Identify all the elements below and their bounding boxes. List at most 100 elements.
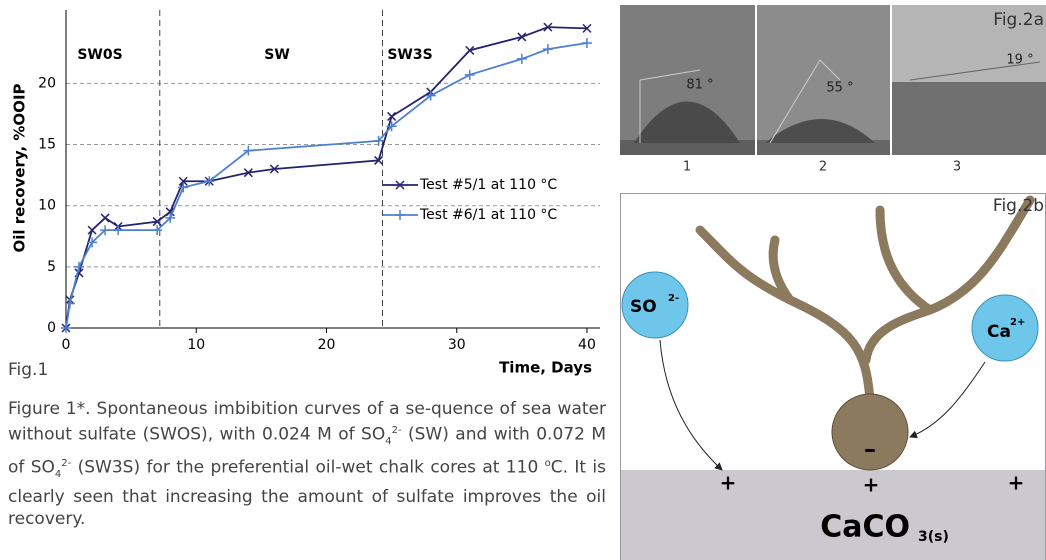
- legend-label: Test #6/1 at 110 °C: [419, 207, 557, 223]
- marker: [269, 164, 279, 174]
- fig-label: Fig.1: [8, 360, 48, 380]
- marker: [100, 213, 110, 223]
- marker: [386, 121, 397, 132]
- angle-line: [639, 69, 701, 143]
- marker: [516, 53, 527, 64]
- substrate: [892, 82, 1046, 155]
- fig-label: Fig.2b: [993, 196, 1044, 216]
- ion-charge: 2+: [1010, 317, 1025, 328]
- droplet: [765, 119, 875, 143]
- fig2a: Fig.2a 81 ° 55 ° 19 ° 1 2 3: [620, 5, 1046, 175]
- caption: Figure 1*. Spontaneous imbibition curves…: [8, 398, 606, 530]
- marker: [464, 69, 475, 80]
- marker: [165, 212, 176, 223]
- droplet: [634, 101, 740, 143]
- angle-label: 55 °: [826, 81, 853, 96]
- fig-label: Fig.2a: [993, 10, 1044, 30]
- mineral-surface: [621, 470, 1045, 560]
- x-tick-label: 10: [187, 337, 205, 353]
- y-axis-label: Oil recovery, %OOIP: [11, 83, 29, 252]
- substrate: [620, 140, 755, 155]
- marker: [517, 32, 527, 42]
- marker: [152, 217, 162, 227]
- marker: [64, 298, 75, 309]
- phase-label: SW: [264, 47, 290, 63]
- ion-charge: 2-: [668, 293, 679, 304]
- marker: [87, 237, 98, 248]
- marker: [113, 225, 124, 236]
- charge: +: [1008, 471, 1025, 495]
- arrow: [909, 361, 986, 439]
- root: [695, 195, 1035, 405]
- caption-text: (SW3S) for the preferential oil-wet chal…: [71, 457, 545, 478]
- caption-sup: 2-: [61, 458, 72, 470]
- caption-sub: 4: [54, 469, 62, 481]
- oil-droplet: [831, 393, 909, 471]
- angle-label: 81 °: [686, 78, 713, 93]
- arrow: [659, 339, 723, 471]
- marker: [374, 155, 384, 165]
- x-tick-label: 0: [62, 337, 71, 353]
- marker: [395, 210, 405, 220]
- marker: [373, 135, 384, 146]
- sulfate-ion: [621, 271, 689, 339]
- marker: [178, 176, 188, 186]
- substrate: [757, 140, 890, 155]
- marker: [178, 182, 189, 193]
- marker: [165, 207, 175, 217]
- marker: [425, 90, 436, 101]
- marker: [100, 225, 111, 236]
- y-tick-label: 15: [38, 137, 56, 153]
- caption-text: C. It is clearly seen that increasing th…: [8, 457, 606, 530]
- mineral-sub: 3(s): [918, 529, 949, 545]
- marker: [87, 225, 97, 235]
- marker: [243, 168, 253, 178]
- phase-label: SW3S: [387, 47, 432, 63]
- angle-line: [909, 61, 1041, 81]
- mineral-label: CaCO: [820, 510, 910, 545]
- x-tick-label: 20: [318, 337, 336, 353]
- legend-label: Test #5/1 at 110 °C: [419, 177, 557, 193]
- y-tick-label: 20: [38, 75, 56, 91]
- chart: 0 5 10 15 20 0 10 20 30 40 SW0S SW SW3S Oil recovery,…: [11, 10, 600, 377]
- ion-label: SO: [630, 297, 657, 317]
- caption-sub: 4: [385, 436, 392, 448]
- x-axis-label: Time, Days: [499, 359, 592, 377]
- caption-sup: 2-: [391, 425, 402, 436]
- angle-label: 19 °: [1006, 53, 1033, 68]
- calcium-ion: [971, 294, 1039, 362]
- phase-label: SW0S: [77, 47, 122, 63]
- x-tick-label: 30: [448, 337, 466, 353]
- marker: [204, 176, 215, 187]
- caption-sup: o: [544, 458, 551, 470]
- marker: [543, 22, 553, 32]
- marker: [395, 180, 405, 190]
- fig2b: Fig.2b SO 2- Ca 2+ – + + + CaCO 3(s): [620, 193, 1046, 560]
- marker: [61, 323, 71, 333]
- marker: [465, 45, 475, 55]
- y-tick-label: 0: [47, 320, 56, 336]
- angle-line: [769, 59, 841, 144]
- panel-label: 3: [953, 160, 961, 175]
- series-line: [65, 42, 588, 329]
- ion-label: Ca: [987, 322, 1011, 342]
- panel-label: 2: [819, 160, 827, 175]
- y-tick-label: 5: [47, 259, 56, 275]
- marker: [387, 111, 397, 121]
- caption-text: Figure 1*. Spontaneous imbibition curves…: [8, 399, 606, 445]
- charge: +: [720, 471, 737, 495]
- y-tick-label: 10: [38, 198, 56, 214]
- marker: [542, 44, 553, 55]
- marker: [582, 23, 592, 33]
- caption-text: (SW) and with 0.072 M of SO: [8, 424, 606, 478]
- marker: [74, 261, 85, 272]
- charge: –: [864, 435, 876, 463]
- marker: [243, 145, 254, 156]
- marker: [152, 225, 163, 236]
- panel-label: 1: [683, 160, 691, 175]
- marker: [581, 38, 592, 49]
- x-tick-label: 40: [578, 337, 596, 353]
- charge: +: [863, 473, 880, 497]
